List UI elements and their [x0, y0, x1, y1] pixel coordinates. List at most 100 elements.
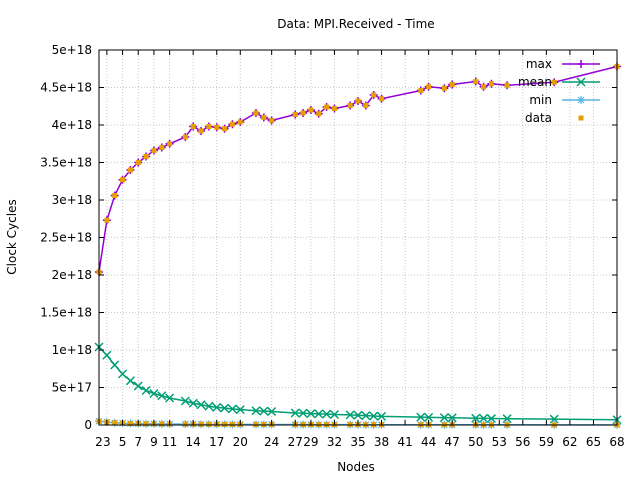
- point-mean: [267, 406, 277, 417]
- x-tick-label: 29: [303, 435, 318, 449]
- point-mean: [479, 413, 489, 423]
- y-tick-label: 4e+18: [52, 118, 92, 132]
- y-tick-label: 2e+18: [52, 268, 92, 282]
- legend-marker-min: [577, 96, 585, 104]
- point-data: [308, 107, 314, 113]
- point-mean: [251, 406, 261, 416]
- point-data: [112, 193, 118, 198]
- point-data: [182, 134, 188, 140]
- point-mean: [102, 350, 112, 360]
- marker-d2: [149, 388, 159, 399]
- x-tick-label: 32: [327, 435, 342, 449]
- point-data: [504, 82, 510, 88]
- point-mean: [149, 388, 159, 399]
- marker-d2: [157, 391, 167, 401]
- point-data: [300, 110, 306, 116]
- marker-d2: [439, 413, 449, 423]
- point-data: [127, 167, 133, 173]
- point-data: [371, 92, 377, 98]
- y-tick-label: 1.5e+18: [40, 306, 92, 320]
- point-mean: [298, 408, 308, 418]
- x-tick-label: 24: [264, 435, 279, 449]
- x-tick-label: 2: [95, 435, 103, 449]
- y-tick-label: 5e+17: [52, 381, 92, 395]
- point-data: [135, 160, 141, 165]
- x-tick-label: 41: [397, 435, 412, 449]
- marker-d2: [369, 411, 379, 421]
- marker-d2: [424, 412, 434, 422]
- marker-d2: [322, 409, 332, 419]
- point-mean: [322, 409, 332, 419]
- y-tick-label: 2.5e+18: [40, 231, 92, 245]
- point-data-low: [159, 421, 165, 427]
- x-tick-label: 17: [209, 435, 224, 449]
- marker-d2: [125, 376, 135, 386]
- point-data: [292, 112, 298, 117]
- point-mean: [314, 409, 324, 419]
- y-axis-label: Clock Cycles: [5, 199, 19, 274]
- point-data: [418, 88, 424, 93]
- legend-marker-data: [578, 115, 584, 121]
- point-data: [104, 217, 110, 223]
- point-mean: [259, 406, 269, 416]
- point-mean: [188, 398, 198, 408]
- marker-d2: [329, 409, 339, 420]
- point-mean: [471, 413, 481, 423]
- point-data: [441, 85, 447, 91]
- point-mean: [125, 376, 135, 386]
- x-tick-label: 35: [350, 435, 365, 449]
- point-mean: [290, 408, 300, 418]
- point-mean: [486, 414, 496, 424]
- axes: 2 3 5 7 9 11 14 17 20 24 27 29 32 35 38 41 44 47 50 53 56 59 6…: [40, 43, 624, 449]
- point-mean: [306, 409, 316, 419]
- point-mean: [447, 413, 457, 423]
- marker-d2: [196, 400, 206, 410]
- point-mean: [329, 409, 339, 420]
- legend-marker-max: [577, 60, 585, 68]
- point-data: [316, 111, 322, 117]
- x-tick-label: 65: [586, 435, 601, 449]
- x-tick-label: 53: [492, 435, 507, 449]
- y-tick-label: 4.5e+18: [40, 81, 92, 95]
- marker-d2: [471, 413, 481, 423]
- marker-d2: [486, 414, 496, 424]
- marker-d2: [306, 409, 316, 419]
- marker-d2: [141, 385, 151, 396]
- point-data: [481, 84, 487, 90]
- x-tick-label: 62: [562, 435, 577, 449]
- marker-d2: [110, 360, 120, 370]
- marker-d2: [502, 414, 512, 424]
- x-tick-label: 47: [445, 435, 460, 449]
- point-data-low: [229, 421, 235, 427]
- point-data-low: [206, 421, 212, 427]
- point-data: [237, 119, 243, 125]
- x-tick-label: 59: [539, 435, 554, 449]
- point-data-low: [182, 421, 188, 427]
- x-tick-label: 38: [374, 435, 389, 449]
- point-mean: [133, 381, 143, 391]
- y-tick-label: 1e+18: [52, 343, 92, 357]
- legend: max mean min data: [518, 57, 600, 125]
- marker-d2: [251, 406, 261, 416]
- point-mean: [235, 405, 245, 415]
- marker-d2: [102, 350, 112, 360]
- point-mean: [377, 411, 387, 421]
- marker-d2: [180, 396, 190, 406]
- y-tick-label: 3e+18: [52, 193, 92, 207]
- marker-d2: [227, 404, 237, 414]
- marker-d2: [353, 410, 363, 420]
- point-data: [261, 115, 267, 120]
- legend-marker-mean: [576, 77, 586, 87]
- marker-d2: [345, 410, 355, 420]
- point-data-low: [127, 421, 133, 426]
- x-tick-label: 11: [162, 435, 177, 449]
- point-data: [473, 79, 479, 84]
- x-tick-label: 5: [119, 435, 127, 449]
- marker-d2: [416, 412, 426, 422]
- marker-d2: [133, 381, 143, 391]
- point-data-low: [261, 421, 267, 427]
- marker-d2: [447, 413, 457, 423]
- point-data: [355, 98, 361, 104]
- point-data-low: [143, 421, 149, 427]
- marker-d2: [290, 408, 300, 418]
